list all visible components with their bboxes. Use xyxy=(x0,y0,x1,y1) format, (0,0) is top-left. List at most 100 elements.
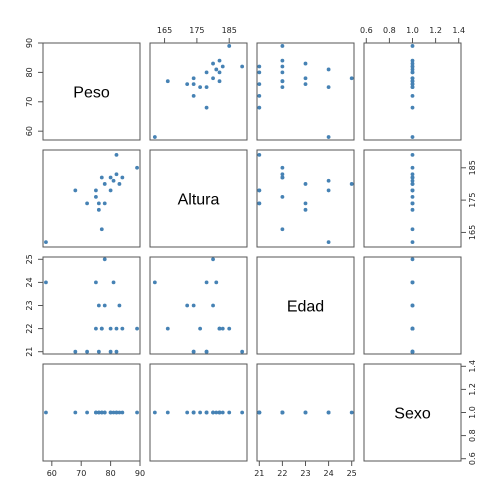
data-point xyxy=(114,410,119,415)
data-point xyxy=(326,410,331,415)
data-point xyxy=(303,182,308,186)
data-point xyxy=(410,326,415,331)
data-point xyxy=(191,410,196,415)
data-point xyxy=(85,201,89,206)
data-point xyxy=(303,61,308,66)
y-tick-label: 185 xyxy=(468,160,477,175)
data-point xyxy=(240,410,245,415)
data-point xyxy=(257,82,262,87)
data-point xyxy=(257,188,262,193)
y-tick-label: 22 xyxy=(25,324,34,334)
data-point xyxy=(280,175,285,180)
data-point xyxy=(120,326,125,331)
data-point xyxy=(96,207,101,212)
panel-sexo-sexo: Sexo xyxy=(363,363,462,462)
y-tick-label: 165 xyxy=(468,225,477,240)
panel-sexo-peso xyxy=(42,363,141,462)
data-point xyxy=(349,182,354,186)
data-point xyxy=(191,94,196,98)
panel-frame xyxy=(42,256,141,355)
y-tick-label: 1.4 xyxy=(468,360,477,373)
data-point xyxy=(280,172,285,177)
data-point xyxy=(44,280,48,285)
data-point xyxy=(211,61,215,66)
data-point xyxy=(410,105,415,110)
y-tick-label: 80 xyxy=(25,67,34,77)
data-point xyxy=(185,303,190,308)
data-point xyxy=(185,82,190,87)
y-tick-label: 24 xyxy=(25,277,34,287)
data-point xyxy=(410,135,415,139)
data-point xyxy=(73,410,78,415)
data-point xyxy=(135,410,139,415)
panel-peso-edad xyxy=(256,42,355,141)
data-point xyxy=(410,201,415,206)
panel-altura-altura: Altura xyxy=(149,149,248,248)
panel-edad-edad: Edad xyxy=(256,256,355,355)
panel-frame xyxy=(149,42,248,141)
x-tick-label: 22 xyxy=(277,469,287,478)
data-point xyxy=(117,303,122,308)
data-point xyxy=(204,70,209,75)
data-point xyxy=(257,64,262,69)
panel-frame xyxy=(42,149,141,248)
data-point xyxy=(85,410,89,415)
data-point xyxy=(326,188,331,193)
data-point xyxy=(257,94,262,98)
data-point xyxy=(152,280,157,285)
panel-frame xyxy=(42,42,141,141)
data-point xyxy=(410,194,415,199)
data-point xyxy=(94,410,98,415)
panel-altura-edad xyxy=(256,149,355,248)
panel-peso-altura xyxy=(149,42,248,141)
x-axis-sexo: 0.6 0.8 1.0 1.2 1.4 xyxy=(360,26,465,43)
data-point xyxy=(303,76,308,81)
x-tick-label: 70 xyxy=(76,469,86,478)
y-tick-label: 25 xyxy=(25,254,34,264)
x-tick-label: 185 xyxy=(222,26,237,35)
data-point xyxy=(410,70,415,75)
data-point xyxy=(257,201,262,206)
panel-frame xyxy=(256,42,355,141)
panel-frame xyxy=(363,42,462,141)
y-tick-label: 1.2 xyxy=(468,383,477,396)
x-tick-label: 25 xyxy=(347,469,357,478)
data-point xyxy=(96,349,101,354)
data-point xyxy=(410,44,415,48)
data-point xyxy=(117,182,122,186)
data-point xyxy=(410,303,415,308)
data-point xyxy=(280,70,285,75)
data-point xyxy=(111,280,116,285)
panel-peso-peso: Peso xyxy=(42,42,141,141)
data-point xyxy=(326,135,331,139)
panel-frame xyxy=(256,149,355,248)
variable-label: Edad xyxy=(287,299,324,316)
panel-edad-altura xyxy=(149,256,248,355)
data-point xyxy=(44,410,48,415)
y-tick-label: 0.8 xyxy=(468,429,477,442)
y-tick-label: 21 xyxy=(25,347,34,357)
data-point xyxy=(410,349,415,354)
data-point xyxy=(214,410,219,415)
data-point xyxy=(326,178,331,183)
panel-frame xyxy=(149,256,248,355)
panel-sexo-edad xyxy=(256,363,355,462)
data-point xyxy=(114,152,119,157)
data-point xyxy=(96,410,101,415)
data-point xyxy=(204,349,209,354)
panel-peso-sexo xyxy=(363,42,462,141)
data-point xyxy=(185,410,190,415)
data-point xyxy=(227,410,232,415)
data-point xyxy=(44,240,48,245)
data-point xyxy=(280,58,285,63)
data-point xyxy=(94,188,98,193)
data-point xyxy=(108,188,113,193)
x-tick-label: 23 xyxy=(300,469,310,478)
panel-altura-sexo xyxy=(363,149,462,248)
x-tick-label: 1.4 xyxy=(452,26,465,35)
data-point xyxy=(102,410,107,415)
data-point xyxy=(280,410,285,415)
panel-frame xyxy=(42,363,141,462)
x-tick-label: 0.8 xyxy=(383,26,396,35)
data-point xyxy=(94,194,98,199)
